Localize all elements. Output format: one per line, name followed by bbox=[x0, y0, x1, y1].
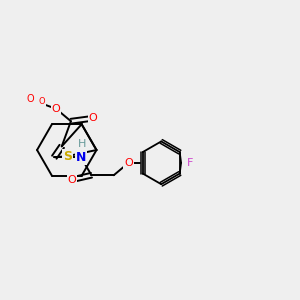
Text: O: O bbox=[39, 97, 46, 106]
Text: O: O bbox=[26, 94, 34, 104]
Text: O: O bbox=[89, 113, 98, 123]
Text: O: O bbox=[68, 175, 76, 185]
Text: N: N bbox=[76, 151, 86, 164]
Text: O: O bbox=[124, 158, 133, 168]
Text: F: F bbox=[187, 158, 193, 168]
Text: H: H bbox=[78, 139, 87, 149]
Text: O: O bbox=[52, 104, 61, 114]
Text: S: S bbox=[63, 150, 72, 163]
